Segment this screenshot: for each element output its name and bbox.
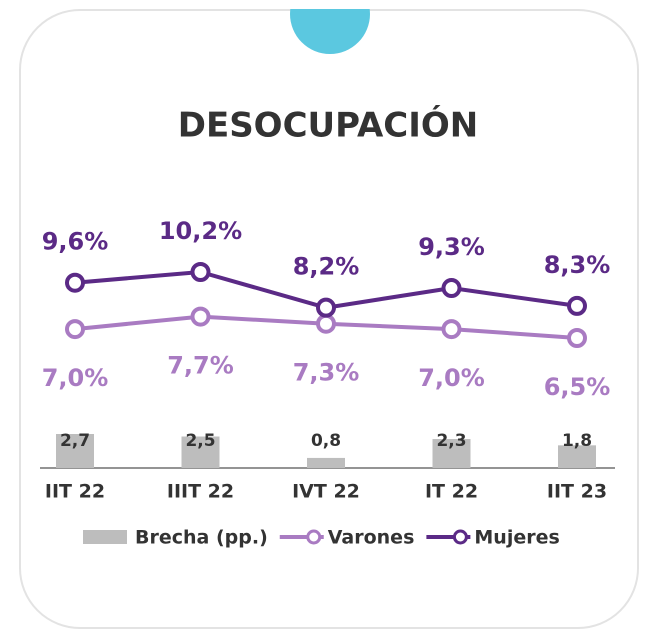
legend-marker xyxy=(452,529,468,545)
bar xyxy=(181,436,220,468)
badge xyxy=(290,0,370,54)
legend-swatch xyxy=(83,530,127,544)
data-label: 7,3% xyxy=(293,359,360,387)
data-label: 8,2% xyxy=(293,253,360,281)
x-tick-label: IIT 22 xyxy=(45,481,105,503)
data-label: 6,5% xyxy=(544,373,611,401)
bar-label: 2,5 xyxy=(185,431,215,451)
point xyxy=(190,306,211,327)
x-tick-label: IVT 22 xyxy=(292,481,360,503)
point xyxy=(65,319,85,340)
point xyxy=(190,262,211,282)
bar-label: 2,7 xyxy=(60,431,90,451)
legend-marker xyxy=(306,529,322,545)
bar xyxy=(432,439,471,468)
data-label: 7,7% xyxy=(167,352,234,380)
bar-label: 1,8 xyxy=(562,431,592,451)
x-tick-label: IT 22 xyxy=(425,481,478,503)
bar xyxy=(56,434,94,468)
data-label: 7,0% xyxy=(418,364,485,392)
data-label: 10,2% xyxy=(159,217,242,245)
point xyxy=(316,313,336,334)
badge-cut xyxy=(0,0,645,9)
legend-label: Varones xyxy=(328,527,415,549)
data-label: 9,3% xyxy=(418,233,485,261)
data-label: 9,6% xyxy=(42,228,109,256)
data-label: 7,0% xyxy=(42,364,109,392)
bar xyxy=(307,457,345,468)
bar-label: 0,8 xyxy=(311,431,341,451)
chart-title: DESOCUPACIÓN xyxy=(178,105,478,146)
data-label: 8,3% xyxy=(544,251,611,279)
point xyxy=(567,295,587,316)
point xyxy=(316,297,336,318)
bar xyxy=(558,445,596,468)
legend-label: Mujeres xyxy=(474,527,559,549)
bar-label: 2,3 xyxy=(436,431,466,451)
point xyxy=(441,319,462,340)
point xyxy=(441,278,462,299)
point xyxy=(65,272,85,293)
point xyxy=(567,328,587,348)
legend-label: Brecha (pp.) xyxy=(135,527,268,549)
x-tick-label: IIIT 22 xyxy=(167,481,234,503)
x-tick-label: IIT 23 xyxy=(547,481,607,503)
